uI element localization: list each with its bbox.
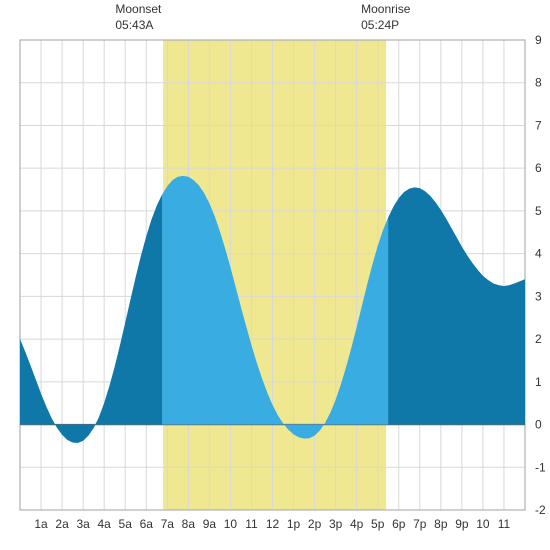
y-tick-label: 5 bbox=[535, 204, 542, 218]
x-tick-label: 5a bbox=[119, 517, 133, 531]
x-tick-label: 6a bbox=[140, 517, 154, 531]
x-tick-label: 1a bbox=[34, 517, 48, 531]
x-tick-label: 4a bbox=[97, 517, 111, 531]
annotation-moonrise-title: Moonrise bbox=[361, 2, 410, 18]
annotation-moonrise: Moonrise 05:24P bbox=[361, 2, 410, 33]
x-tick-label: 7a bbox=[161, 517, 175, 531]
annotation-moonset: Moonset 05:43A bbox=[115, 2, 161, 33]
y-tick-label: 7 bbox=[535, 118, 542, 132]
annotation-moonrise-time: 05:24P bbox=[361, 18, 410, 34]
x-tick-label: 8a bbox=[182, 517, 196, 531]
x-tick-label: 9a bbox=[203, 517, 217, 531]
x-tick-label: 12 bbox=[266, 517, 280, 531]
x-tick-label: 5p bbox=[371, 517, 385, 531]
x-tick-label: 11 bbox=[245, 517, 258, 531]
x-tick-label: 10 bbox=[224, 517, 238, 531]
x-tick-label: 1p bbox=[287, 517, 301, 531]
x-tick-label: 7p bbox=[413, 517, 427, 531]
x-tick-label: 6p bbox=[392, 517, 406, 531]
x-tick-label: 10 bbox=[476, 517, 490, 531]
y-tick-label: 6 bbox=[535, 161, 542, 175]
x-tick-label: 9p bbox=[455, 517, 469, 531]
tide-chart: 1a2a3a4a5a6a7a8a9a1011121p2p3p4p5p6p7p8p… bbox=[0, 0, 550, 550]
x-tick-label: 3p bbox=[329, 517, 343, 531]
x-tick-label: 11 bbox=[498, 517, 511, 531]
y-tick-label: -1 bbox=[535, 460, 546, 474]
y-tick-label: -2 bbox=[535, 503, 546, 517]
x-tick-label: 2p bbox=[308, 517, 322, 531]
y-tick-label: 8 bbox=[535, 76, 542, 90]
x-tick-label: 8p bbox=[434, 517, 448, 531]
y-tick-label: 0 bbox=[535, 418, 542, 432]
annotation-moonset-title: Moonset bbox=[115, 2, 161, 18]
x-tick-label: 3a bbox=[76, 517, 90, 531]
y-tick-label: 9 bbox=[535, 33, 542, 47]
x-tick-label: 4p bbox=[350, 517, 364, 531]
annotation-moonset-time: 05:43A bbox=[115, 18, 161, 34]
y-tick-label: 3 bbox=[535, 289, 542, 303]
y-tick-label: 2 bbox=[535, 332, 542, 346]
chart-svg: 1a2a3a4a5a6a7a8a9a1011121p2p3p4p5p6p7p8p… bbox=[0, 0, 550, 550]
y-tick-label: 1 bbox=[535, 375, 542, 389]
x-tick-label: 2a bbox=[55, 517, 69, 531]
y-tick-label: 4 bbox=[535, 247, 542, 261]
